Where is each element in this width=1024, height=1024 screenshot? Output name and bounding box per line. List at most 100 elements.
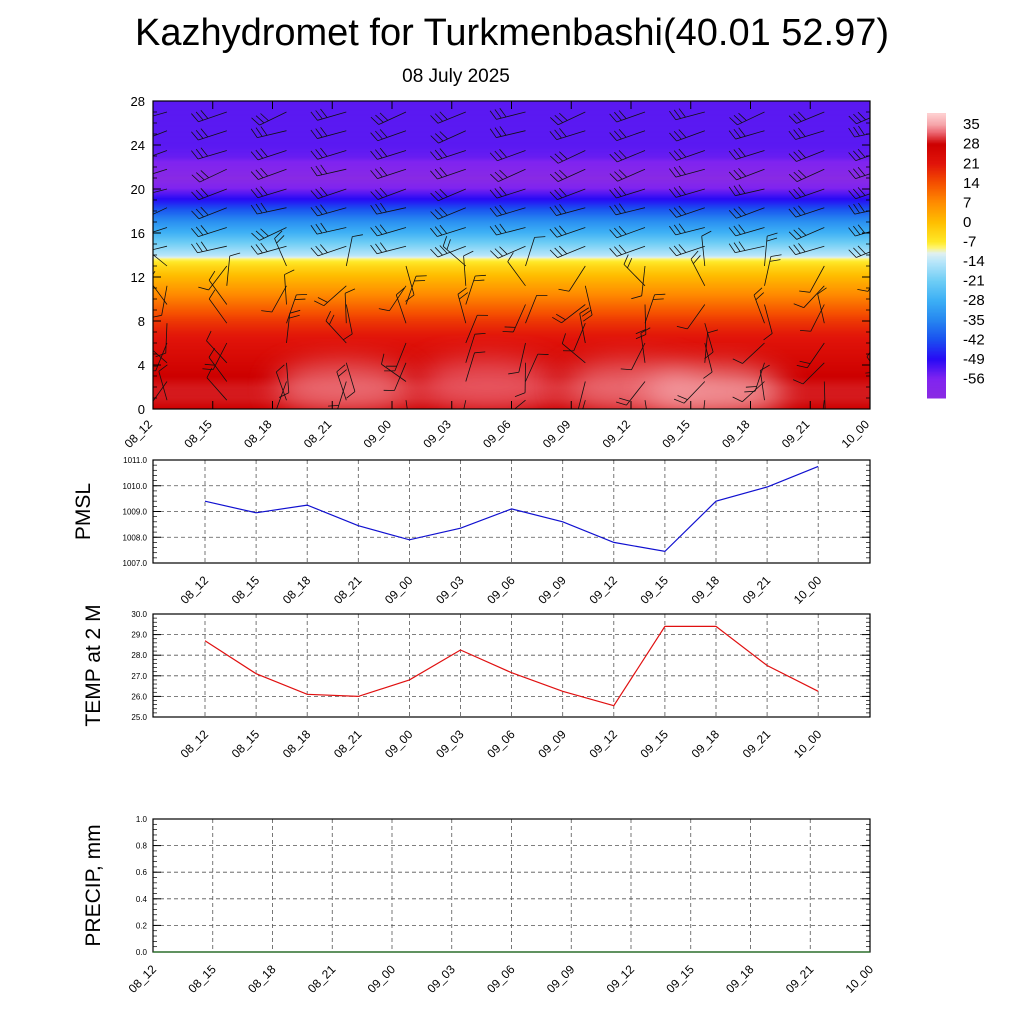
wind-barb [562, 323, 586, 352]
temperature-band [153, 229, 870, 232]
temperature-band [153, 204, 870, 207]
temperature-band [153, 141, 870, 144]
temperature-band [153, 139, 870, 142]
colorbar-swatch [927, 198, 946, 201]
colorbar-label: 14 [963, 175, 980, 192]
temperature-band [153, 116, 870, 119]
y-tick-label: 24 [131, 138, 145, 153]
colorbar-swatch [927, 203, 946, 206]
temperature-band [153, 233, 870, 235]
colorbar-swatch [927, 216, 946, 219]
temperature-band [153, 151, 870, 154]
temperature-band [153, 259, 870, 262]
x-tick-label: 08_18 [280, 727, 314, 761]
x-tick-label: 08_12 [178, 727, 212, 761]
colorbar-swatch [927, 350, 946, 353]
colorbar-swatch [927, 273, 946, 276]
colorbar-swatch [927, 294, 946, 297]
colorbar-swatch [927, 181, 946, 184]
temperature-band [153, 172, 870, 175]
temperature-band [153, 182, 870, 185]
temperature-band [153, 142, 870, 145]
colorbar-swatch [927, 147, 946, 150]
temperature-band [153, 348, 870, 351]
temperature-band [153, 352, 870, 355]
temperature-band [153, 113, 870, 115]
wind-barb [328, 381, 347, 409]
colorbar-swatch [927, 235, 946, 238]
temperature-band [153, 129, 870, 132]
colorbar-swatch [927, 322, 946, 325]
wind-barb [458, 400, 467, 409]
colorbar-swatch [927, 293, 946, 296]
temperature-band [153, 223, 870, 225]
colorbar-swatch [927, 168, 946, 171]
wind-barb [430, 224, 466, 237]
x-tick-label: 09_21 [779, 417, 813, 451]
wind-barb [153, 245, 168, 254]
temperature-band [153, 146, 870, 148]
x-tick-label: 09_06 [484, 962, 518, 996]
temperature-band [153, 224, 870, 226]
colorbar-label: -21 [963, 273, 985, 290]
colorbar-swatch [927, 150, 946, 153]
wind-barb [576, 400, 586, 409]
wind-barb [153, 246, 168, 267]
colorbar-swatch [927, 146, 946, 149]
temperature-band [153, 305, 870, 308]
temperature-band [153, 168, 870, 170]
temperature-band [153, 135, 870, 137]
temperature-band [153, 125, 870, 127]
temperature-band [153, 161, 870, 164]
wind-barb [153, 285, 168, 318]
temperature-band [153, 191, 870, 193]
temperature-band [153, 280, 870, 282]
colorbar-swatch [927, 371, 946, 374]
temperature-band [153, 138, 870, 141]
x-tick-label: 08_18 [280, 573, 314, 607]
colorbar-swatch [927, 157, 946, 160]
temperature-band [153, 323, 870, 325]
wind-barb [275, 381, 287, 409]
wind-barb [788, 149, 825, 162]
temperature-band [153, 137, 870, 139]
colorbar-swatch [927, 170, 946, 173]
temperature-band [153, 319, 870, 322]
x-tick-label: 09_18 [723, 962, 757, 996]
colorbar-swatch [927, 384, 946, 386]
x-tick-label: 09_00 [382, 573, 416, 607]
wind-barb [310, 147, 347, 160]
temperature-band [153, 267, 870, 269]
colorbar-swatch [927, 135, 946, 138]
wind-barb [250, 148, 287, 161]
temperature-band [153, 256, 870, 258]
wind-barb [502, 304, 526, 333]
wind-barb [669, 108, 705, 121]
warm-cores [274, 359, 785, 409]
colorbar-swatch [927, 318, 946, 321]
temperature-band [153, 318, 870, 321]
wind-barb [744, 362, 765, 393]
colorbar-swatch [927, 196, 946, 199]
wind-barb [250, 202, 287, 215]
colorbar-swatch [927, 133, 946, 136]
wind-barb [669, 205, 705, 218]
temperature-band [153, 275, 870, 278]
temperature-band [153, 185, 870, 188]
colorbar-swatch [927, 156, 946, 159]
wind-barb [609, 186, 646, 199]
wind-barb [848, 245, 870, 258]
temperature-band [153, 240, 870, 243]
colorbar-swatch [927, 372, 946, 375]
wind-barb [549, 187, 586, 201]
wind-barb [384, 342, 407, 372]
colorbar-swatch [927, 396, 946, 399]
y-tick-label: 0.6 [136, 868, 148, 877]
temperature-band [153, 350, 870, 353]
wind-barb [514, 362, 526, 398]
temperature-band [153, 341, 870, 344]
y-tick-label: 30.0 [131, 610, 147, 619]
wind-barb [395, 287, 407, 324]
temperature-band [153, 218, 870, 221]
